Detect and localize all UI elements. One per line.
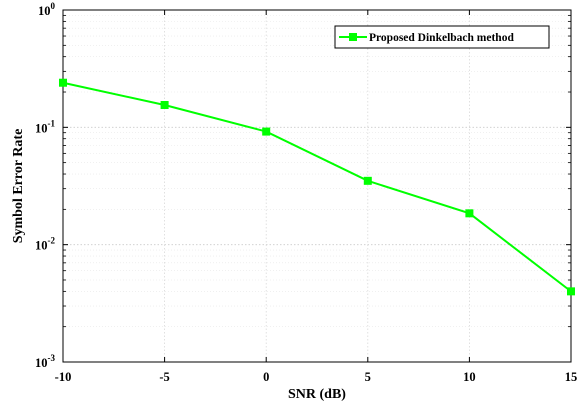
series-line xyxy=(62,81,572,293)
data-point-marker xyxy=(465,209,474,218)
x-tick-label: 0 xyxy=(263,370,269,384)
x-tick-label: 15 xyxy=(565,370,577,384)
legend-box xyxy=(334,25,550,49)
data-point-marker xyxy=(262,127,271,136)
y-tick-label: 10-2 xyxy=(35,236,55,253)
data-point-marker xyxy=(363,176,372,185)
x-tick-label: 5 xyxy=(365,370,371,384)
grid xyxy=(63,10,571,362)
axis-ticks xyxy=(62,10,572,363)
data-point-marker xyxy=(160,101,169,110)
series-layer xyxy=(59,78,575,296)
y-tick-label: 10-1 xyxy=(35,118,55,135)
plot-area-border xyxy=(62,9,572,363)
x-tick-label: 10 xyxy=(463,370,476,384)
x-tick-label: -5 xyxy=(159,370,169,384)
x-tick-labels: -10 -5 0 5 10 15 xyxy=(55,370,577,384)
y-tick-labels: 10-3 10-2 10-1 100 xyxy=(35,1,56,370)
y-tick-label: 10-3 xyxy=(35,353,55,370)
y-tick-label: 100 xyxy=(38,1,56,18)
legend: Proposed Dinkelbach method xyxy=(334,25,550,49)
legend-label: Proposed Dinkelbach method xyxy=(369,32,514,44)
x-axis-title: SNR (dB) xyxy=(288,387,346,402)
y-axis-title: Symbol Error Rate xyxy=(11,129,26,244)
legend-marker xyxy=(349,33,357,41)
x-tick-label: -10 xyxy=(55,370,72,384)
data-point-marker xyxy=(567,287,575,296)
data-point-marker xyxy=(59,78,67,87)
